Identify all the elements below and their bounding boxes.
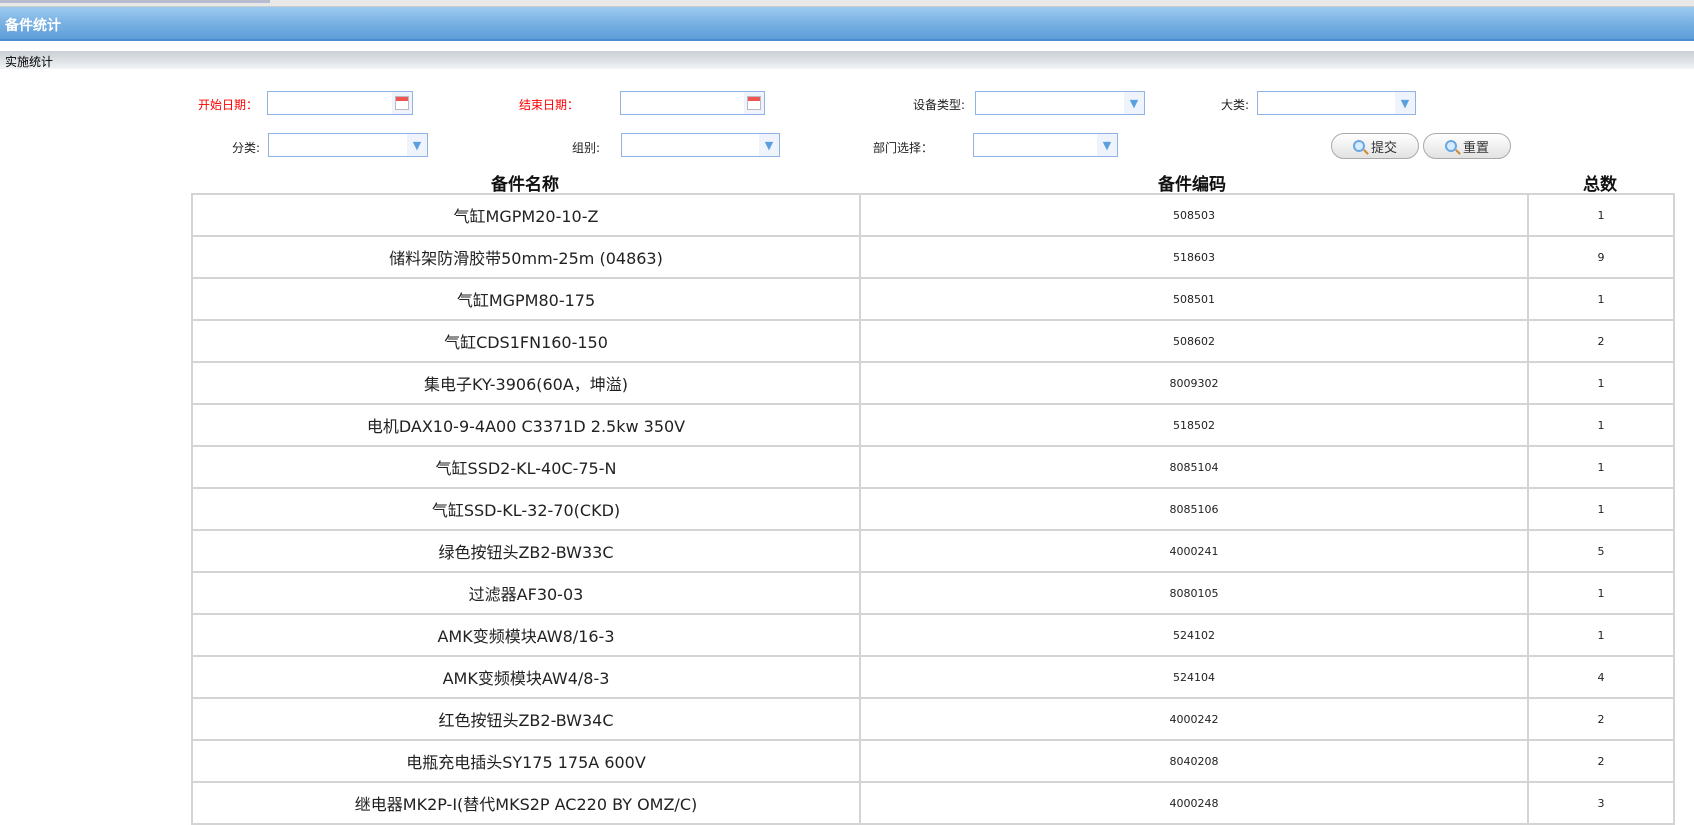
count-cell: 4 — [1527, 655, 1675, 699]
chevron-down-icon[interactable]: ▼ — [1395, 92, 1415, 114]
part-code-cell: 508501 — [859, 277, 1529, 321]
part-name-cell: 绿色按钮头ZB2-BW33C — [191, 529, 861, 573]
part-code-cell: 8040208 — [859, 739, 1529, 783]
table-row: 电瓶充电插头SY175 175A 600V 8040208 2 — [191, 739, 1675, 783]
part-name-cell: 气缸CDS1FN160-150 — [191, 319, 861, 363]
part-name-cell: 气缸SSD2-KL-40C-75-N — [191, 445, 861, 489]
end-date-label: 结束日期： — [519, 98, 580, 112]
submit-label: 提交 — [1370, 140, 1397, 156]
major-category-label: 大类: — [1221, 98, 1250, 112]
part-name-cell: 红色按钮头ZB2-BW34C — [191, 697, 861, 741]
part-code-cell: 4000241 — [859, 529, 1529, 573]
start-date-label: 开始日期： — [198, 98, 259, 112]
count-cell: 1 — [1527, 403, 1675, 447]
part-code-cell: 8085106 — [859, 487, 1529, 531]
count-cell: 1 — [1527, 445, 1675, 489]
part-code-cell: 8085104 — [859, 445, 1529, 489]
part-code-cell: 524104 — [859, 655, 1529, 699]
chevron-down-icon[interactable]: ▼ — [407, 134, 427, 156]
calendar-icon[interactable] — [395, 96, 409, 110]
part-name-cell: 气缸MGPM80-175 — [191, 277, 861, 321]
search-icon — [1444, 140, 1457, 152]
section-title: 实施统计 — [5, 55, 54, 69]
table-row: 电机DAX10-9-4A00 C3371D 2.5kw 350V 518502 1 — [191, 403, 1675, 447]
reset-button[interactable]: 重置 — [1423, 133, 1511, 159]
part-code-cell: 508602 — [859, 319, 1529, 363]
end-date-input[interactable] — [620, 91, 765, 115]
table-row: 过滤器AF30-03 8080105 1 — [191, 571, 1675, 615]
part-name-cell: AMK变频模块AW4/8-3 — [191, 655, 861, 699]
part-code-cell: 8080105 — [859, 571, 1529, 615]
device-type-label: 设备类型: — [913, 98, 966, 112]
group-label: 组别: — [572, 141, 601, 155]
chevron-down-icon[interactable]: ▼ — [1124, 92, 1144, 114]
page-title: 备件统计 — [5, 18, 61, 34]
department-label: 部门选择： — [873, 141, 934, 155]
part-name-cell: 集电子KY-3906(60A，坤溢) — [191, 361, 861, 405]
count-cell: 3 — [1527, 781, 1675, 825]
part-code-cell: 8009302 — [859, 361, 1529, 405]
table-row: 红色按钮头ZB2-BW34C 4000242 2 — [191, 697, 1675, 741]
search-icon — [1352, 140, 1365, 152]
parts-table: 气缸MGPM20-10-Z 508503 1 储料架防滑胶带50mm-25m (048… — [191, 193, 1675, 825]
part-code-cell: 4000248 — [859, 781, 1529, 825]
part-code-cell: 524102 — [859, 613, 1529, 657]
major-category-select[interactable]: ▼ — [1257, 91, 1416, 115]
top-strip — [0, 0, 1694, 7]
part-name-cell: 继电器MK2P-I(替代MKS2P AC220 BY OMZ/C) — [191, 781, 861, 825]
count-cell: 1 — [1527, 193, 1675, 237]
chevron-down-icon[interactable]: ▼ — [759, 134, 779, 156]
count-cell: 1 — [1527, 613, 1675, 657]
part-name-cell: 气缸MGPM20-10-Z — [191, 193, 861, 237]
category-select[interactable]: ▼ — [268, 133, 428, 157]
count-cell: 9 — [1527, 235, 1675, 279]
part-name-cell: AMK变频模块AW8/16-3 — [191, 613, 861, 657]
group-select[interactable]: ▼ — [621, 133, 780, 157]
part-name-cell: 电瓶充电插头SY175 175A 600V — [191, 739, 861, 783]
title-bar: 备件统计 — [0, 7, 1694, 41]
table-row: 储料架防滑胶带50mm-25m (04863) 518603 9 — [191, 235, 1675, 279]
table-row: 继电器MK2P-I(替代MKS2P AC220 BY OMZ/C) 4000248… — [191, 781, 1675, 825]
device-type-select[interactable]: ▼ — [975, 91, 1145, 115]
part-code-cell: 518502 — [859, 403, 1529, 447]
part-name-cell: 储料架防滑胶带50mm-25m (04863) — [191, 235, 861, 279]
table-row: 集电子KY-3906(60A，坤溢) 8009302 1 — [191, 361, 1675, 405]
part-name-cell: 过滤器AF30-03 — [191, 571, 861, 615]
column-header-code: 备件编码 — [1158, 175, 1226, 195]
table-row: 气缸SSD-KL-32-70(CKD) 8085106 1 — [191, 487, 1675, 531]
count-cell: 1 — [1527, 277, 1675, 321]
count-cell: 5 — [1527, 529, 1675, 573]
category-label: 分类: — [232, 141, 261, 155]
part-code-cell: 4000242 — [859, 697, 1529, 741]
count-cell: 2 — [1527, 739, 1675, 783]
part-code-cell: 508503 — [859, 193, 1529, 237]
sub-bar: 实施统计 — [0, 51, 1694, 69]
submit-button[interactable]: 提交 — [1331, 133, 1419, 159]
department-select[interactable]: ▼ — [973, 133, 1118, 157]
calendar-icon[interactable] — [747, 96, 761, 110]
table-row: 气缸MGPM20-10-Z 508503 1 — [191, 193, 1675, 237]
column-header-count: 总数 — [1583, 175, 1617, 195]
table-row: 绿色按钮头ZB2-BW33C 4000241 5 — [191, 529, 1675, 573]
chevron-down-icon[interactable]: ▼ — [1097, 134, 1117, 156]
start-date-input[interactable] — [267, 91, 413, 115]
column-header-name: 备件名称 — [491, 175, 559, 195]
table-row: 气缸SSD2-KL-40C-75-N 8085104 1 — [191, 445, 1675, 489]
table-row: AMK变频模块AW8/16-3 524102 1 — [191, 613, 1675, 657]
count-cell: 2 — [1527, 319, 1675, 363]
part-code-cell: 518603 — [859, 235, 1529, 279]
reset-label: 重置 — [1462, 140, 1489, 156]
table-row: AMK变频模块AW4/8-3 524104 4 — [191, 655, 1675, 699]
part-name-cell: 气缸SSD-KL-32-70(CKD) — [191, 487, 861, 531]
count-cell: 1 — [1527, 487, 1675, 531]
part-name-cell: 电机DAX10-9-4A00 C3371D 2.5kw 350V — [191, 403, 861, 447]
table-row: 气缸MGPM80-175 508501 1 — [191, 277, 1675, 321]
table-row: 气缸CDS1FN160-150 508602 2 — [191, 319, 1675, 363]
count-cell: 2 — [1527, 697, 1675, 741]
count-cell: 1 — [1527, 571, 1675, 615]
count-cell: 1 — [1527, 361, 1675, 405]
